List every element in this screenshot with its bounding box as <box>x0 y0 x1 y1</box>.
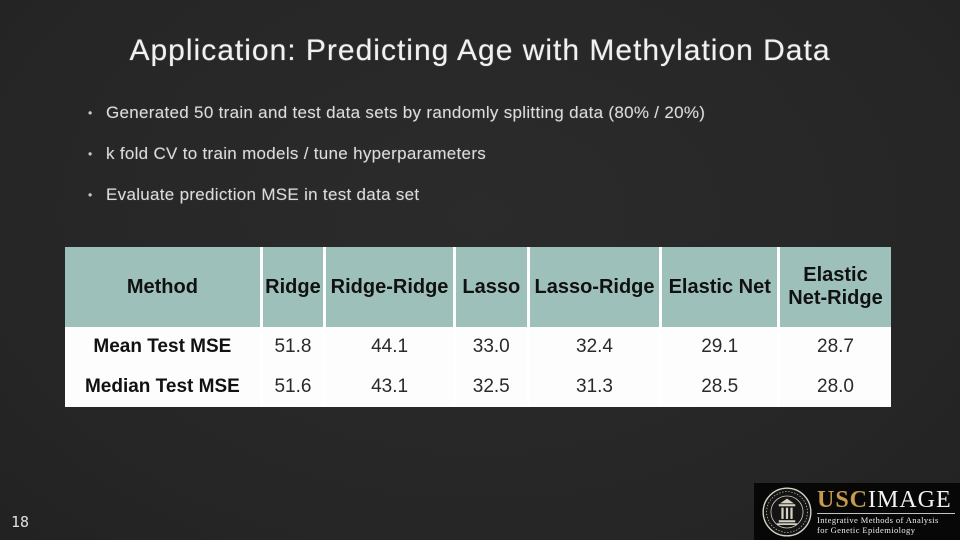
cell-value: 44.1 <box>323 327 455 367</box>
cell-value: 28.5 <box>659 367 779 407</box>
cell-value: 28.0 <box>777 367 891 407</box>
bullet-text: Evaluate prediction MSE in test data set <box>106 185 420 204</box>
bullet-icon: • <box>88 188 93 202</box>
cell-value: 32.5 <box>452 367 529 407</box>
column-header-lasso: Lasso <box>452 247 529 327</box>
bullet-text: k fold CV to train models / tune hyperpa… <box>106 144 487 163</box>
column-header-elastic-net: Elastic Net <box>659 247 779 327</box>
cell-value: 51.6 <box>259 367 325 407</box>
usc-seal-icon <box>762 486 812 537</box>
bullet-list: • Generated 50 train and test data sets … <box>88 103 920 226</box>
logo-brand-image: IMAGE <box>868 487 952 513</box>
table-row: Median Test MSE 51.6 43.1 32.5 31.3 28.5… <box>65 367 891 407</box>
logo-tagline-line1: Integrative Methods of Analysis <box>817 515 939 525</box>
slide-title: Application: Predicting Age with Methyla… <box>129 34 831 67</box>
cell-value: 43.1 <box>323 367 455 407</box>
cell-value: 51.8 <box>259 327 325 367</box>
logo-divider <box>817 513 955 514</box>
column-header-ridge-ridge: Ridge-Ridge <box>323 247 455 327</box>
logo-text-block: USCIMAGE Integrative Methods of Analysis… <box>817 488 957 535</box>
bullet-icon: • <box>88 106 93 120</box>
cell-value: 33.0 <box>452 327 529 367</box>
bullet-item: • Generated 50 train and test data sets … <box>88 103 920 124</box>
results-table: Method Ridge Ridge-Ridge Lasso Lasso-Rid… <box>65 247 891 407</box>
bullet-text: Generated 50 train and test data sets by… <box>106 103 706 122</box>
cell-value: 32.4 <box>526 327 661 367</box>
cell-value: 28.7 <box>777 327 891 367</box>
column-header-lasso-ridge: Lasso-Ridge <box>526 247 661 327</box>
table-header-row: Method Ridge Ridge-Ridge Lasso Lasso-Rid… <box>65 247 891 327</box>
logo-brand: USCIMAGE <box>817 488 957 512</box>
usc-image-logo: USCIMAGE Integrative Methods of Analysis… <box>754 483 960 540</box>
table-row: Mean Test MSE 51.8 44.1 33.0 32.4 29.1 2… <box>65 327 891 367</box>
bullet-item: • k fold CV to train models / tune hyper… <box>88 144 920 165</box>
cell-value: 29.1 <box>659 327 779 367</box>
row-label-median-test-mse: Median Test MSE <box>65 367 262 407</box>
column-header-elastic-net-ridge: Elastic Net-Ridge <box>777 247 891 327</box>
column-header-method: Method <box>65 247 262 327</box>
bullet-icon: • <box>88 147 93 161</box>
column-header-ridge: Ridge <box>259 247 325 327</box>
cell-value: 31.3 <box>526 367 661 407</box>
logo-tagline-line2: for Genetic Epidemiology <box>817 524 916 535</box>
bullet-item: • Evaluate prediction MSE in test data s… <box>88 185 920 206</box>
page-number: 18 <box>11 513 30 531</box>
logo-brand-usc: USC <box>817 487 869 513</box>
row-label-mean-test-mse: Mean Test MSE <box>65 327 262 367</box>
